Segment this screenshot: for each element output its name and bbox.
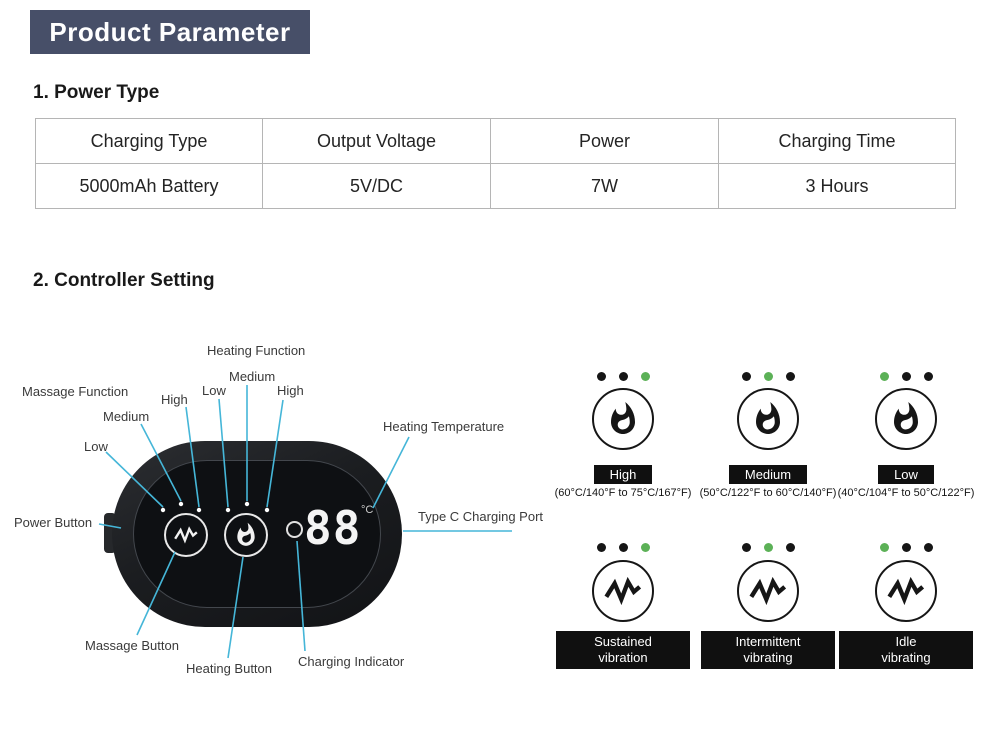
vibration-mode-label: Idle vibrating	[839, 631, 973, 669]
level-dot	[879, 372, 889, 381]
callout-charging-indicator: Charging Indicator	[298, 654, 405, 669]
page-title-banner: Product Parameter	[30, 10, 310, 54]
callout-massage-low: Low	[84, 439, 108, 454]
level-dot	[901, 543, 911, 552]
flame-icon	[756, 402, 780, 434]
callout-massage-medium: Medium	[103, 409, 150, 424]
level-dots	[879, 372, 933, 381]
level-dot	[640, 543, 650, 552]
level-dot	[785, 372, 795, 381]
zigzag-vibration-icon	[887, 576, 925, 606]
level-dot	[879, 543, 889, 552]
heat-level-label: High	[593, 465, 653, 484]
vibration-panel-intermittent: Intermittent vibrating	[695, 543, 841, 669]
heat-level-panel-high: High (60°C/140°F to 75°C/167°F)	[550, 372, 696, 499]
level-dot	[596, 372, 606, 381]
heat-level-panel-low: Low (40°C/104°F to 50°C/122°F)	[833, 372, 979, 499]
level-dot	[741, 543, 751, 552]
vibration-label-line2: vibrating	[881, 650, 931, 665]
callout-heating-temperature: Heating Temperature	[383, 419, 505, 434]
vibration-icon-circle	[875, 560, 937, 622]
heat-temp-range: (50°C/122°F to 60°C/140°F)	[699, 487, 837, 499]
table-header-cell: Output Voltage	[262, 118, 491, 164]
vibration-mode-label: Sustained vibration	[556, 631, 690, 669]
table-cell: 7W	[490, 163, 719, 209]
zigzag-vibration-icon	[604, 576, 642, 606]
callout-massage-high: High	[161, 392, 188, 407]
vibration-label-line2: vibrating	[743, 650, 793, 665]
level-dots	[596, 543, 650, 552]
callout-heating-high: High	[277, 383, 304, 398]
callout-power-button: Power Button	[14, 515, 93, 530]
flame-icon	[611, 402, 635, 434]
vibration-panel-idle: Idle vibrating	[833, 543, 979, 669]
zigzag-vibration-icon	[174, 526, 198, 544]
level-dot	[618, 372, 628, 381]
vibration-label-line2: vibration	[598, 650, 648, 665]
table-header-cell: Power	[490, 118, 719, 164]
callout-heating-low: Low	[202, 383, 226, 398]
callout-type-c-port: Type C Charging Port	[418, 509, 544, 524]
callout-heating-function: Heating Function	[207, 343, 306, 358]
power-type-table: Charging Type Output Voltage Power Charg…	[35, 118, 956, 209]
vibration-label-line1: Sustained	[594, 634, 652, 649]
vibration-icon-circle	[737, 560, 799, 622]
flame-icon	[237, 522, 255, 546]
table-cell: 5000mAh Battery	[35, 163, 263, 209]
callout-massage-function: Massage Function	[22, 384, 129, 399]
callout-heating-medium: Medium	[229, 369, 276, 384]
section-heading-controller: 2. Controller Setting	[33, 270, 215, 291]
level-dot	[763, 372, 773, 381]
level-dots	[879, 543, 933, 552]
flame-icon	[894, 402, 918, 434]
page-title: Product Parameter	[49, 16, 291, 47]
level-dot	[618, 543, 628, 552]
level-dots	[596, 372, 650, 381]
heat-icon-circle	[875, 388, 937, 450]
heat-level-label: Medium	[728, 465, 808, 484]
level-dot	[785, 543, 795, 552]
table-header-cell: Charging Type	[35, 118, 263, 164]
heat-level-label: Low	[878, 465, 934, 484]
vibration-label-line1: Idle	[895, 634, 917, 649]
heat-temp-range: (40°C/104°F to 50°C/122°F)	[837, 487, 975, 499]
level-dots	[741, 543, 795, 552]
vibration-label-line1: Intermittent	[735, 634, 801, 649]
vibration-panel-sustained: Sustained vibration	[550, 543, 696, 669]
zigzag-vibration-icon	[749, 576, 787, 606]
charging-indicator-light	[286, 521, 303, 538]
temperature-display: 88	[304, 501, 362, 555]
level-dot	[923, 543, 933, 552]
table-row: 5000mAh Battery 5V/DC 7W 3 Hours	[35, 163, 956, 209]
heat-temp-range: (60°C/140°F to 75°C/167°F)	[554, 487, 692, 499]
vibration-mode-label: Intermittent vibrating	[701, 631, 835, 669]
level-dot	[640, 372, 650, 381]
table-header-cell: Charging Time	[718, 118, 956, 164]
heat-level-panel-medium: Medium (50°C/122°F to 60°C/140°F)	[695, 372, 841, 499]
table-header-row: Charging Type Output Voltage Power Charg…	[35, 118, 956, 164]
callout-heating-button: Heating Button	[186, 661, 273, 676]
level-dot	[901, 372, 911, 381]
temperature-unit: °C	[361, 504, 374, 516]
heating-button	[224, 513, 268, 557]
section-heading-power-type: 1. Power Type	[33, 82, 160, 103]
vibration-icon-circle	[592, 560, 654, 622]
callout-massage-button: Massage Button	[85, 638, 179, 653]
level-dot	[741, 372, 751, 381]
level-dot	[923, 372, 933, 381]
table-cell: 3 Hours	[718, 163, 956, 209]
table-cell: 5V/DC	[262, 163, 491, 209]
heat-icon-circle	[592, 388, 654, 450]
level-dot	[596, 543, 606, 552]
level-dots	[741, 372, 795, 381]
massage-button	[164, 513, 208, 557]
heat-icon-circle	[737, 388, 799, 450]
level-dot	[763, 543, 773, 552]
